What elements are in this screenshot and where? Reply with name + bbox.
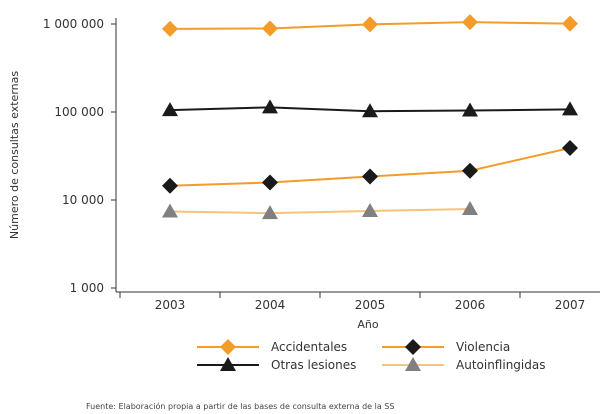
data-point-2 [462,102,478,117]
data-point-3 [162,203,178,218]
data-point-3 [362,202,378,217]
source-note: Fuente: Elaboración propia a partir de l… [86,402,395,411]
x-tick-label: 2003 [155,298,186,312]
legend-label-1: Violencia [456,340,510,354]
y-tick-label: 100 000 [54,105,104,119]
y-tick-label: 10 000 [62,193,104,207]
data-point-2 [362,103,378,118]
data-point-0 [362,16,378,33]
data-point-3 [462,201,478,216]
x-tick-label: 2005 [355,298,386,312]
legend-marker-2 [220,357,236,371]
x-tick-label: 2007 [555,298,586,312]
data-point-0 [162,20,178,37]
legend-label-2: Otras lesiones [271,358,356,372]
legend-label-3: Autoinflingidas [456,358,545,372]
x-tick-label: 2004 [255,298,286,312]
legend: Accidentales Violencia Otras lesiones Autoi… [197,339,545,372]
y-axis-title: Número de consultas externas [8,71,21,239]
legend-label-0: Accidentales [271,340,347,354]
data-point-0 [462,14,478,31]
y-tick-label: 1 000 000 [43,17,104,31]
data-point-2 [262,99,278,114]
x-axis-title: Año [357,318,378,331]
legend-marker-3 [405,357,421,371]
data-point-2 [562,101,578,116]
data-point-0 [262,20,278,37]
data-point-1 [562,139,578,156]
legend-marker-1 [405,339,421,355]
data-point-3 [262,205,278,220]
data-point-1 [262,174,278,191]
legend-marker-0 [220,339,236,355]
data-point-1 [362,168,378,185]
data-point-2 [162,102,178,117]
data-point-0 [562,15,578,32]
data-point-1 [162,177,178,194]
y-tick-label: 1 000 [70,281,104,295]
data-point-1 [462,162,478,179]
series-line-3 [169,208,471,215]
x-tick-label: 2006 [455,298,486,312]
